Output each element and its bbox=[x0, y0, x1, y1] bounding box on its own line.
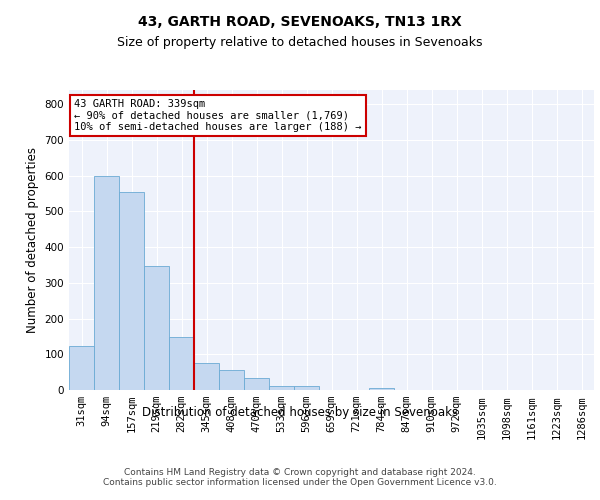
Text: 43, GARTH ROAD, SEVENOAKS, TN13 1RX: 43, GARTH ROAD, SEVENOAKS, TN13 1RX bbox=[138, 16, 462, 30]
Bar bbox=[69, 346, 94, 390]
Bar bbox=[94, 176, 119, 390]
Text: Distribution of detached houses by size in Sevenoaks: Distribution of detached houses by size … bbox=[142, 406, 458, 419]
Bar bbox=[194, 363, 219, 390]
Bar bbox=[219, 370, 244, 390]
Bar bbox=[144, 266, 169, 390]
Y-axis label: Number of detached properties: Number of detached properties bbox=[26, 147, 39, 333]
Text: 43 GARTH ROAD: 339sqm
← 90% of detached houses are smaller (1,769)
10% of semi-d: 43 GARTH ROAD: 339sqm ← 90% of detached … bbox=[74, 99, 362, 132]
Bar bbox=[119, 192, 144, 390]
Bar bbox=[244, 378, 269, 390]
Bar bbox=[169, 337, 194, 390]
Bar bbox=[294, 386, 319, 390]
Text: Contains HM Land Registry data © Crown copyright and database right 2024.
Contai: Contains HM Land Registry data © Crown c… bbox=[103, 468, 497, 487]
Bar bbox=[269, 386, 294, 390]
Text: Size of property relative to detached houses in Sevenoaks: Size of property relative to detached ho… bbox=[117, 36, 483, 49]
Bar bbox=[369, 388, 394, 390]
